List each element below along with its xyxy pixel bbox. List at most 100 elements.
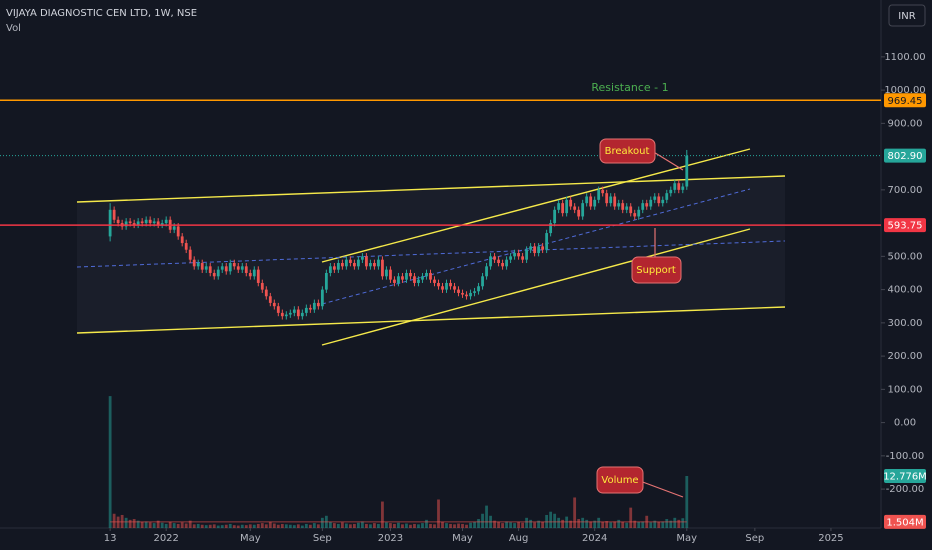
volume-bar <box>485 505 488 528</box>
volume-bar <box>300 525 304 528</box>
x-tick-label: 2024 <box>582 533 607 544</box>
candle-body <box>469 292 472 297</box>
volume-bar <box>292 525 296 528</box>
annotation: Volume <box>601 475 638 486</box>
volume-bar <box>208 524 212 528</box>
drawings <box>76 148 786 346</box>
volume-bar <box>272 523 276 528</box>
y-tick-label: 500.00 <box>888 251 923 262</box>
volume-bar <box>481 513 484 528</box>
candle-body <box>132 223 136 225</box>
currency-button[interactable] <box>888 4 926 27</box>
channel-shade <box>77 176 785 333</box>
candle-body <box>633 213 637 217</box>
volume-bar <box>553 513 557 528</box>
candle-body <box>348 259 352 264</box>
candle-body <box>340 263 344 267</box>
volume-bar <box>232 525 236 528</box>
volume-bar <box>361 521 364 528</box>
candle-body <box>357 259 360 267</box>
candle-body <box>264 289 268 297</box>
y-tick-label: -200.00 <box>886 484 925 495</box>
volume-bar <box>513 523 516 528</box>
candle-body <box>637 209 641 217</box>
volume-bar <box>589 521 593 528</box>
candle-body <box>529 246 533 250</box>
volume-bar <box>521 522 524 528</box>
candle-body <box>513 253 516 257</box>
volume-bar <box>581 517 585 528</box>
callout-pointer <box>639 480 684 498</box>
volume-bar <box>393 523 396 528</box>
candle-body <box>332 266 336 270</box>
volume-bar <box>585 519 589 528</box>
candle-body <box>160 223 164 225</box>
candle-body <box>477 286 480 292</box>
volume-bar <box>328 521 332 528</box>
volume-bar <box>357 522 360 528</box>
volume-bar <box>244 525 248 528</box>
volume-bar <box>437 499 440 528</box>
volume-bar <box>140 521 144 528</box>
candle-body <box>260 282 264 290</box>
volume-bar <box>212 524 216 528</box>
currency-label[interactable]: INR <box>898 11 915 22</box>
volume-bar <box>685 475 689 528</box>
volume-bar <box>204 525 208 528</box>
candle-body <box>449 282 452 287</box>
candle-body <box>621 203 625 210</box>
volume-bar <box>557 517 561 528</box>
candle-body <box>573 206 577 210</box>
volume-ma-label: 1.504M <box>886 517 923 528</box>
candle-body <box>288 312 292 315</box>
volume-bar <box>601 521 605 528</box>
volume-bar <box>541 521 545 528</box>
volume-bar <box>168 521 172 528</box>
volume-bar <box>192 524 196 528</box>
candle-body <box>549 223 553 234</box>
volume-bar <box>657 521 661 528</box>
candle-body <box>541 246 545 250</box>
candle-body <box>208 266 212 273</box>
volume-bar <box>613 521 617 528</box>
volume-bar <box>509 522 512 528</box>
volume-bar <box>248 524 252 528</box>
candle-body <box>597 189 601 200</box>
volume-bar <box>200 524 204 528</box>
candle-body <box>577 209 581 217</box>
candle-body <box>585 196 589 204</box>
volume-bar <box>112 513 116 528</box>
candle-body <box>525 249 528 260</box>
candle-body <box>385 269 388 277</box>
candle-body <box>625 206 629 210</box>
volume-bar <box>224 524 228 528</box>
candle-body <box>284 314 288 317</box>
volume-bar <box>381 501 384 528</box>
candle-body <box>653 196 657 200</box>
candle-body <box>188 249 192 260</box>
candle-body <box>409 272 412 277</box>
x-tick-label: Aug <box>509 533 529 544</box>
volume-bar <box>425 519 428 528</box>
candle-body <box>413 276 416 283</box>
volume-bar <box>148 522 152 528</box>
candle-body <box>272 302 276 307</box>
volume-bar <box>449 523 452 528</box>
candle-body <box>244 266 248 273</box>
candle-body <box>453 286 456 290</box>
candle-body <box>617 203 621 207</box>
candle-body <box>429 272 432 280</box>
level-label-box <box>884 218 926 233</box>
candle-body <box>365 256 368 267</box>
x-tick-label: 2022 <box>153 533 178 544</box>
candle-body <box>437 282 440 287</box>
trend-line <box>321 228 751 346</box>
candle-body <box>493 256 496 260</box>
candle-body <box>553 209 557 224</box>
volume-bar <box>132 519 136 528</box>
volume-bar <box>633 520 637 528</box>
candle-body <box>605 193 609 204</box>
volume-bar <box>184 523 188 528</box>
volume-bar <box>332 523 336 528</box>
candle-body <box>196 263 200 267</box>
